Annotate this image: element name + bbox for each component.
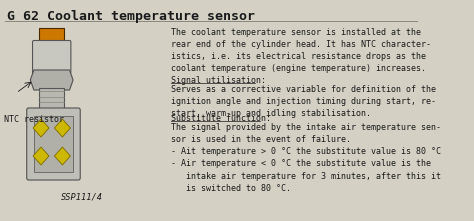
Text: Signal utilisation:: Signal utilisation:: [171, 76, 266, 85]
FancyBboxPatch shape: [39, 88, 64, 113]
Text: SSP111/4: SSP111/4: [61, 192, 102, 201]
FancyBboxPatch shape: [33, 40, 71, 74]
Text: Substitute function:: Substitute function:: [171, 114, 271, 123]
Polygon shape: [55, 119, 71, 137]
Text: The coolant temperature sensor is installed at the
rear end of the cylinder head: The coolant temperature sensor is instal…: [171, 28, 431, 73]
Text: The signal provided by the intake air temperature sen-
sor is used in the event : The signal provided by the intake air te…: [171, 123, 441, 193]
Polygon shape: [33, 147, 49, 165]
Text: NTC resistor: NTC resistor: [4, 116, 64, 124]
Polygon shape: [33, 119, 49, 137]
FancyBboxPatch shape: [27, 108, 80, 180]
FancyBboxPatch shape: [39, 28, 64, 44]
Text: G 62 Coolant temperature sensor: G 62 Coolant temperature sensor: [7, 10, 255, 23]
Polygon shape: [30, 70, 73, 90]
Polygon shape: [55, 147, 71, 165]
Text: Serves as a corrective variable for definition of the
ignition angle and injecti: Serves as a corrective variable for defi…: [171, 85, 436, 118]
FancyBboxPatch shape: [34, 116, 73, 172]
